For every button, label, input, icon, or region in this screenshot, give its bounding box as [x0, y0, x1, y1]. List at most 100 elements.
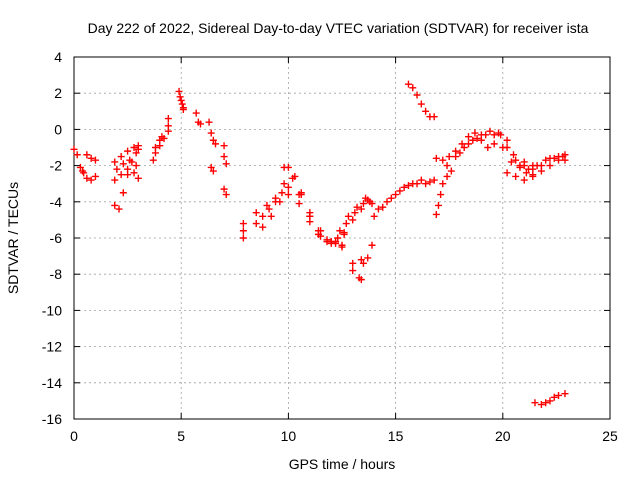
data-point	[220, 142, 228, 150]
series-s32	[432, 167, 455, 218]
series-s13	[192, 109, 204, 128]
data-point	[239, 234, 247, 242]
data-point	[117, 171, 125, 179]
series-s34	[443, 127, 537, 173]
data-point	[482, 131, 490, 139]
data-point	[437, 191, 445, 199]
data-point	[111, 158, 119, 166]
data-point	[124, 165, 132, 173]
data-point	[460, 144, 468, 151]
data-point	[295, 200, 303, 208]
data-point	[91, 172, 99, 180]
data-point	[196, 120, 204, 128]
data-point	[284, 183, 292, 191]
data-point	[177, 96, 185, 104]
data-point	[443, 172, 451, 180]
data-point	[158, 133, 166, 141]
data-point	[117, 153, 125, 161]
data-point	[314, 230, 322, 238]
series-s15	[207, 163, 217, 175]
data-point	[456, 149, 464, 157]
data-point	[111, 176, 119, 184]
data-point	[512, 156, 520, 164]
x-axis-title: GPS time / hours	[289, 456, 396, 472]
data-point	[338, 241, 346, 249]
data-point	[368, 200, 376, 208]
data-point	[134, 142, 142, 150]
data-point	[220, 185, 228, 193]
data-point	[379, 203, 387, 211]
y-tick-label: -12	[42, 339, 62, 355]
series-s33	[432, 129, 537, 180]
data-point	[432, 154, 440, 162]
x-tick-label: 10	[281, 428, 297, 444]
x-tick-label: 0	[70, 428, 78, 444]
y-tick-label: 0	[54, 121, 62, 137]
y-tick-label: -16	[42, 411, 62, 427]
data-point	[70, 145, 78, 153]
data-point	[404, 80, 412, 88]
data-point	[259, 223, 267, 231]
data-point	[383, 198, 391, 206]
series-s08	[149, 134, 168, 164]
x-tick-label: 5	[177, 428, 185, 444]
series-s05	[111, 165, 142, 184]
data-point	[464, 133, 472, 141]
data-point	[422, 107, 430, 115]
data-point	[284, 191, 292, 199]
data-point	[510, 151, 518, 159]
data-points	[70, 80, 569, 409]
data-point	[432, 210, 440, 218]
data-point	[396, 187, 404, 195]
data-point	[409, 180, 417, 188]
data-point	[370, 212, 378, 220]
series-s11	[175, 87, 187, 113]
data-point	[392, 191, 400, 199]
series-s37	[520, 151, 569, 175]
data-point	[284, 163, 292, 171]
y-tick-label: 4	[54, 49, 62, 65]
data-point	[561, 390, 569, 398]
data-point	[447, 167, 455, 175]
data-point	[178, 100, 186, 108]
data-point	[119, 189, 127, 197]
data-point	[529, 171, 537, 179]
data-point	[400, 183, 408, 191]
y-tick-label: -14	[42, 375, 62, 391]
data-point	[327, 238, 335, 246]
series-s22	[280, 163, 348, 246]
data-point	[422, 180, 430, 188]
x-tick-label: 15	[388, 428, 404, 444]
data-point	[156, 136, 164, 144]
data-point	[119, 160, 127, 168]
data-point	[220, 153, 228, 161]
series-s12	[176, 93, 187, 112]
data-point	[113, 165, 121, 173]
data-point	[357, 276, 365, 284]
grid-lines	[74, 57, 610, 419]
data-point	[555, 391, 563, 399]
data-point	[520, 158, 528, 166]
data-point	[359, 200, 367, 208]
data-point	[374, 205, 382, 213]
data-point	[73, 151, 81, 159]
data-point	[499, 144, 507, 151]
data-point	[368, 241, 376, 249]
data-point	[130, 169, 138, 177]
data-point	[439, 156, 447, 164]
series-s30	[374, 176, 434, 213]
data-point	[291, 172, 299, 180]
data-point	[132, 162, 140, 170]
series-s27	[368, 241, 376, 249]
y-tick-label: -8	[50, 266, 63, 282]
data-point	[222, 191, 230, 199]
data-point	[516, 163, 524, 171]
y-tick-label: -6	[50, 230, 63, 246]
data-point	[349, 267, 357, 275]
data-point	[209, 136, 217, 144]
data-point	[334, 234, 342, 242]
series-s16	[220, 142, 230, 168]
data-point	[351, 209, 359, 217]
data-point	[525, 165, 533, 173]
